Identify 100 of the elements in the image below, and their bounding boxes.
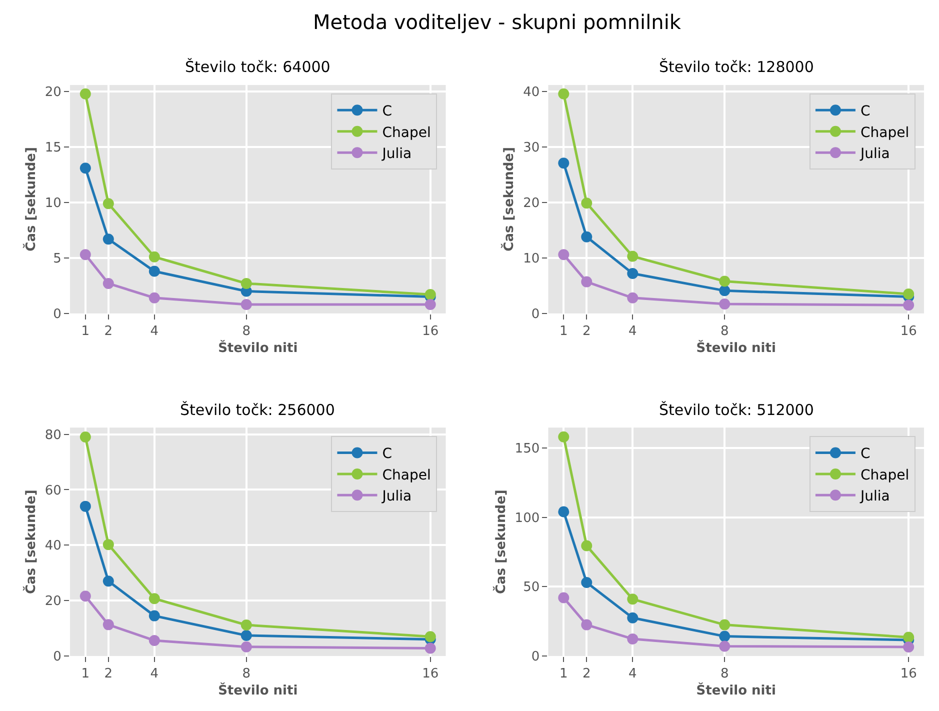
point <box>719 619 730 630</box>
chart-title: Število točk: 128000 <box>659 58 814 76</box>
legend-label: Chapel <box>382 124 431 141</box>
point <box>627 612 638 624</box>
legend-label: Chapel <box>860 124 910 141</box>
point <box>581 198 592 209</box>
y-tick-label: 0 <box>531 306 540 322</box>
point <box>903 641 914 652</box>
point <box>627 633 638 644</box>
point <box>148 292 160 304</box>
point <box>627 292 638 304</box>
point <box>581 540 592 552</box>
point <box>102 619 114 630</box>
point <box>424 642 436 654</box>
legend-label: Julia <box>859 488 890 505</box>
point <box>719 640 730 652</box>
y-tick-label: 10 <box>44 196 62 212</box>
legend-label: Julia <box>859 146 890 162</box>
point <box>80 590 91 602</box>
point <box>148 593 160 604</box>
point <box>903 300 914 311</box>
point <box>148 251 160 262</box>
point <box>719 276 730 287</box>
y-axis-title: Čas [sekunde] <box>22 147 39 252</box>
point <box>627 268 638 279</box>
y-tick-label: 20 <box>44 85 62 100</box>
legend-label: C <box>382 446 392 462</box>
x-tick-label: 16 <box>900 666 917 682</box>
x-tick-label: 4 <box>150 324 159 339</box>
y-tick-label: 150 <box>514 442 540 457</box>
y-tick-label: 30 <box>523 140 540 156</box>
x-tick-label: 1 <box>81 324 90 339</box>
point <box>240 619 252 630</box>
x-tick-label: 1 <box>81 666 90 682</box>
y-tick-label: 50 <box>523 580 540 596</box>
legend-label: Chapel <box>860 467 910 484</box>
x-tick-label: 2 <box>582 666 591 682</box>
point <box>558 431 570 442</box>
x-tick-label: 2 <box>104 666 113 682</box>
y-axis-title: Čas [sekunde] <box>22 490 39 594</box>
y-tick-label: 40 <box>523 85 540 100</box>
point <box>148 634 160 646</box>
point <box>80 88 91 100</box>
y-tick-label: 10 <box>523 252 540 267</box>
point <box>424 299 436 310</box>
y-tick-label: 100 <box>514 510 540 526</box>
y-axis-title: Čas [sekunde] <box>492 490 509 594</box>
x-tick-label: 4 <box>628 324 637 339</box>
point <box>719 285 730 296</box>
y-tick-label: 40 <box>44 538 62 554</box>
x-tick-label: 2 <box>582 324 591 339</box>
point <box>581 276 592 288</box>
point <box>102 539 114 550</box>
x-axis-title: Število niti <box>218 682 298 699</box>
y-tick-label: 15 <box>44 140 62 156</box>
text: Metoda voditeljev - skupni pomnilnik <box>313 10 682 34</box>
x-tick-label: 16 <box>422 666 439 682</box>
x-tick-label: 8 <box>720 666 729 682</box>
point <box>102 576 114 587</box>
x-tick-label: 8 <box>242 666 251 682</box>
x-tick-label: 8 <box>242 324 251 339</box>
legend-label: C <box>382 104 392 120</box>
chart-title: Število točk: 256000 <box>180 401 335 419</box>
point <box>240 641 252 652</box>
point <box>558 88 570 100</box>
x-tick-label: 8 <box>720 324 729 339</box>
point <box>903 288 914 300</box>
point <box>581 619 592 630</box>
point <box>102 234 114 245</box>
x-axis-title: Število niti <box>218 339 298 356</box>
x-tick-label: 16 <box>422 324 439 339</box>
point <box>627 594 638 605</box>
y-tick-label: 80 <box>44 428 62 443</box>
point <box>719 298 730 310</box>
x-tick-label: 1 <box>560 324 568 339</box>
x-tick-label: 16 <box>900 324 917 339</box>
y-tick-label: 0 <box>53 650 62 665</box>
point <box>903 632 914 643</box>
x-tick-label: 1 <box>560 666 568 682</box>
point <box>558 158 570 169</box>
y-axis-title: Čas [sekunde] <box>500 147 518 252</box>
y-tick-label: 0 <box>531 650 540 665</box>
point <box>80 249 91 260</box>
point <box>80 500 91 512</box>
legend-label: C <box>860 104 870 120</box>
point <box>424 631 436 642</box>
point <box>240 299 252 310</box>
y-tick-label: 60 <box>44 483 62 498</box>
point <box>627 250 638 262</box>
point <box>80 162 91 174</box>
legend-label: Julia <box>381 488 412 505</box>
point <box>581 231 592 242</box>
point <box>558 592 570 604</box>
point <box>102 198 114 210</box>
y-tick-label: 0 <box>53 306 62 322</box>
x-axis-title: Število niti <box>696 682 776 699</box>
x-tick-label: 2 <box>104 324 113 339</box>
chart-title: Število točk: 512000 <box>659 401 814 419</box>
legend-label: Julia <box>381 146 412 162</box>
point <box>102 278 114 289</box>
